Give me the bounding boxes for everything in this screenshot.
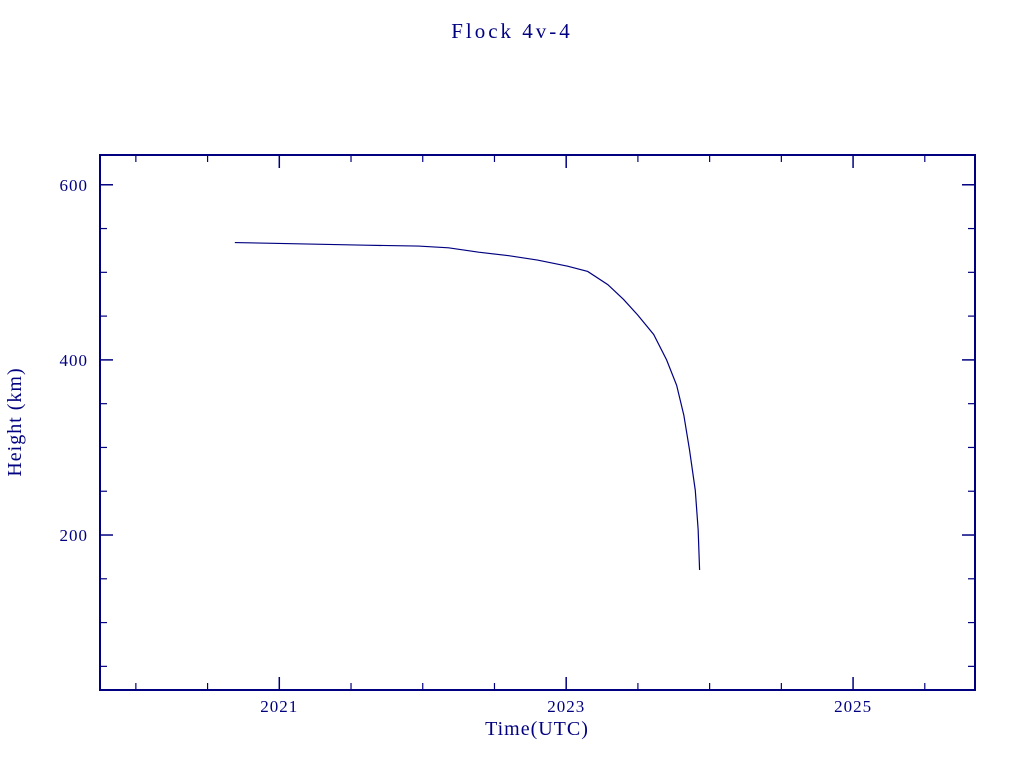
tick-label: 400 (60, 351, 89, 370)
tick-labels: 2021 2023 2025 200 400 600 (60, 176, 872, 716)
tick-label: 2025 (834, 697, 872, 716)
tick-label: 2023 (547, 697, 585, 716)
tick-label: 200 (60, 526, 89, 545)
chart-title: Flock 4v-4 (451, 19, 573, 43)
plot-frame (99, 154, 976, 691)
y-axis-label: Height (km) (4, 367, 26, 476)
height-decay-curve (234, 241, 701, 571)
tick-label: 600 (60, 176, 89, 195)
plot-axes (99, 154, 976, 691)
x-axis-label: Time(UTC) (485, 718, 589, 740)
tick-label: 2021 (260, 697, 298, 716)
